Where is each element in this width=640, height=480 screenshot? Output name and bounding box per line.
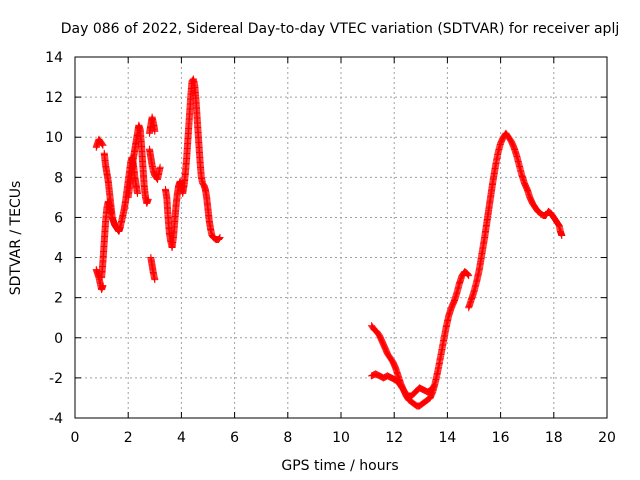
y-tick-label: 0 (54, 331, 63, 347)
y-tick-label: 10 (45, 130, 63, 146)
y-tick-label: -2 (49, 371, 63, 387)
data-point (98, 140, 106, 148)
data-point (215, 235, 223, 243)
data-point (151, 127, 159, 135)
data-point (429, 383, 437, 391)
x-tick-label: 12 (385, 430, 403, 446)
y-tick-labels: -4 -2 0 2 4 6 8 10 12 14 (45, 50, 63, 427)
y-axis-label: SDTVAR / TECUs (8, 181, 24, 296)
y-tick-label: 6 (54, 210, 63, 226)
data-point (144, 195, 152, 203)
data-point (134, 189, 142, 197)
x-tick-label: 2 (124, 430, 133, 446)
data-point (156, 163, 164, 171)
x-tick-label: 18 (545, 430, 563, 446)
y-tick-label: 4 (54, 251, 63, 267)
grid-lines (75, 57, 607, 418)
x-tick-label: 0 (71, 430, 80, 446)
data-point (465, 272, 473, 280)
data-point (216, 234, 224, 241)
axis-ticks (74, 56, 608, 419)
data-point (464, 271, 472, 279)
x-axis-label: GPS time / hours (281, 458, 398, 474)
x-tick-label: 14 (438, 430, 456, 446)
data-points (92, 75, 566, 410)
data-point (99, 141, 107, 149)
x-tick-label: 6 (230, 430, 239, 446)
chart-title: Day 086 of 2022, Sidereal Day-to-day VTE… (61, 21, 619, 37)
data-point (430, 382, 438, 390)
x-tick-label: 10 (332, 430, 350, 446)
y-tick-label: 14 (45, 50, 63, 66)
x-tick-label: 4 (177, 430, 186, 446)
data-point (558, 231, 566, 239)
y-tick-label: -4 (49, 411, 63, 427)
data-point (99, 282, 107, 290)
y-tick-label: 12 (45, 90, 63, 106)
y-tick-label: 2 (54, 291, 63, 307)
x-tick-label: 16 (492, 430, 510, 446)
x-tick-label: 8 (283, 430, 292, 446)
x-tick-label: 20 (598, 430, 616, 446)
y-tick-label: 8 (54, 170, 63, 186)
x-tick-labels: 0 2 4 6 8 10 12 14 16 18 20 (71, 430, 616, 446)
data-point (151, 276, 159, 284)
